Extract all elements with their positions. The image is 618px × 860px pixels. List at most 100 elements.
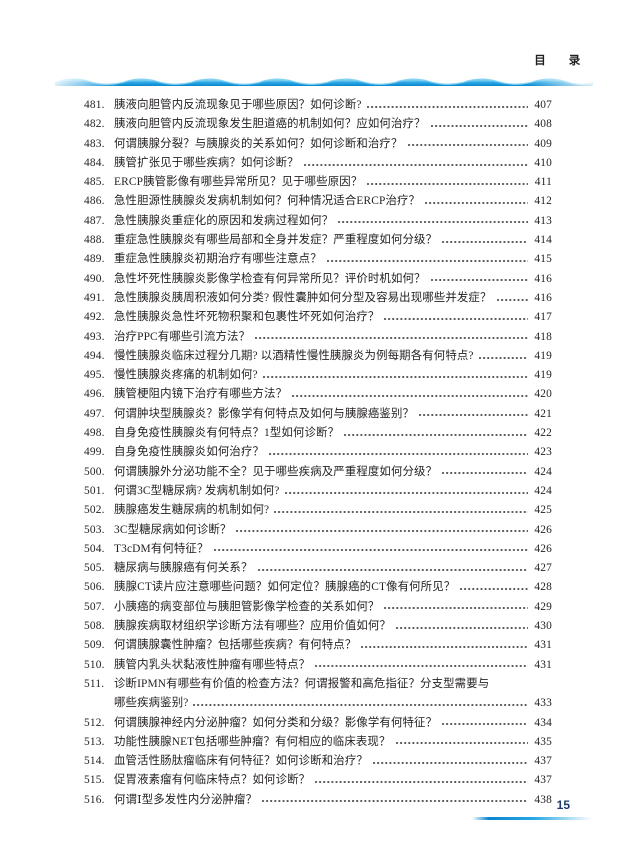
dot-leader [430,276,528,285]
toc-entry[interactable]: 488. 重症急性胰腺炎有哪些局部和全身并发症？严重程度如何分级？ 414 [0,231,618,250]
toc-entry[interactable]: 501. 何谓3C型糖尿病? 发病机制如何? 424 [0,482,618,501]
entry-page-number: 423 [534,446,552,459]
entry-number: 491. [84,291,105,304]
entry-title: 胰管内乳头状黏液性肿瘤有哪些特点？ [114,658,311,671]
toc-entry[interactable]: 491. 急性胰腺炎胰周积液如何分类? 假性囊肿如何分型及容易出现哪些并发症？ 41… [0,289,618,308]
entry-page-number: 426 [534,542,552,555]
entry-title: 急性胰腺炎重症化的原因和发病过程如何？ [114,214,334,227]
entry-number: 516. [84,793,105,806]
toc-entry[interactable]: 493. 治疗PPC有哪些引流方法？ 418 [0,328,618,347]
entry-body: 何谓胰腺分裂？与胰腺炎的关系如何？如何诊断和治疗？ 409 [114,135,552,154]
toc-entry[interactable]: 498. 自身免疫性胰腺炎有何特点？1型如何诊断？ 422 [0,424,618,443]
toc-entry[interactable]: 482. 胰液向胆管内反流现象发生胆道癌的机制如何？应如何治疗？ 408 [0,115,618,134]
entry-body: 胰腺CT读片应注意哪些问题？如何定位？胰腺癌的CT像有何所见？ 428 [114,578,552,597]
entry-body: 促胃液素瘤有何临床特点？如何诊断？ 437 [114,771,552,790]
toc-entry[interactable]: 509. 何谓胰腺囊性肿瘤？包括哪些疾病？有何特点？ 431 [0,636,618,655]
entry-page-number: 421 [534,407,552,420]
entry-body: 自身免疫性胰腺炎如何治疗？ 423 [114,443,552,462]
entry-body: 3C型糖尿病如何诊断？ 426 [114,521,552,540]
entry-page-number: 434 [534,716,552,729]
toc-entry[interactable]: 502. 胰腺癌发生糖尿病的机制如何? 425 [0,501,618,520]
entry-number: 484. [84,156,105,169]
toc-entry[interactable]: 496. 胰管梗阻内镜下治疗有哪些方法？ 420 [0,385,618,404]
toc-entry[interactable]: 516. 何谓Ⅰ型多发性内分泌肿瘤？ 438 [0,791,618,810]
toc-entry[interactable]: 490. 急性坏死性胰腺炎影像学检查有何异常所见？评价时机如何？ 416 [0,270,618,289]
dot-leader [213,546,528,555]
entry-title: 自身免疫性胰腺炎有何特点？1型如何诊断？ [114,427,340,440]
entry-body: 重症急性胰腺炎初期治疗有哪些注意点？ 415 [114,250,552,269]
toc-entry[interactable]: 487. 急性胰腺炎重症化的原因和发病过程如何？ 413 [0,212,618,231]
toc-entry[interactable]: 483. 何谓胰腺分裂？与胰腺炎的关系如何？如何诊断和治疗？ 409 [0,135,618,154]
dot-leader [496,295,528,304]
toc-entry[interactable]: 514. 血管活性肠肽瘤临床有何特征？如何诊断和治疗？ 437 [0,752,618,771]
toc-entry[interactable]: 499. 自身免疫性胰腺炎如何治疗？ 423 [0,443,618,462]
entry-page-number: 419 [534,369,552,382]
entry-number: 483. [84,137,105,150]
toc-entry[interactable]: 489. 重症急性胰腺炎初期治疗有哪些注意点？ 415 [0,250,618,269]
entry-page-number: 438 [534,793,552,806]
toc-entry[interactable]: 515. 促胃液素瘤有何临床特点？如何诊断？ 437 [0,771,618,790]
entry-page-number: 425 [534,504,552,517]
entry-title: 胰腺CT读片应注意哪些问题？如何定位？胰腺癌的CT像有何所见？ [114,581,456,594]
entry-body: 何谓胰腺囊性肿瘤？包括哪些疾病？有何特点？ 431 [114,636,552,655]
dot-leader [338,218,528,227]
dot-leader [442,237,528,246]
dot-leader [292,392,528,401]
entry-title: 重症急性胰腺炎有哪些局部和全身并发症？严重程度如何分级？ [114,234,438,247]
entry-page-number: 411 [534,176,552,189]
toc-entry[interactable]: 484. 胰管扩张见于哪些疾病？如何诊断？ 410 [0,154,618,173]
toc-list: 481. 胰液向胆管内反流现象见于哪些原因？如何诊断? 407 482. 胰液向胆管内反… [0,96,618,810]
dot-leader [384,314,528,323]
entry-page-number: 418 [534,330,552,343]
entry-title: 重症急性胰腺炎初期治疗有哪些注意点？ [114,253,322,266]
header-wave-decoration [55,74,593,88]
dot-leader [419,411,528,420]
toc-entry[interactable]: 511. 诊断IPMN有哪些有价值的检查方法？何谓报警和高危指征？分支型需要与 哪些… [0,675,618,714]
dot-leader [284,488,529,497]
dot-leader [315,778,528,787]
toc-entry[interactable]: 505. 糖尿病与胰腺癌有何关系？ 427 [0,559,618,578]
dot-leader [395,623,528,632]
toc-entry[interactable]: 504. T3cDM有何特征？ 426 [0,540,618,559]
dot-leader [344,430,528,439]
toc-entry[interactable]: 503. 3C型糖尿病如何诊断？ 426 [0,521,618,540]
toc-entry[interactable]: 508. 胰腺疾病取材组织学诊断方法有哪些？应用价值如何？ 430 [0,617,618,636]
entry-body: 何谓Ⅰ型多发性内分泌肿瘤？ 438 [114,791,552,810]
toc-entry[interactable]: 495. 慢性胰腺炎疼痛的机制如何? 419 [0,366,618,385]
entry-page-number: 420 [534,388,552,401]
toc-entry[interactable]: 485. ERCP胰管影像有哪些异常所见？见于哪些原因？ 411 [0,173,618,192]
entry-body: 胰管扩张见于哪些疾病？如何诊断？ 410 [114,154,552,173]
dot-leader [478,353,528,362]
toc-entry[interactable]: 492. 急性胰腺炎急性坏死物积聚和包裹性坏死如何治疗？ 417 [0,308,618,327]
entry-body: 小胰癌的病变部位与胰胆管影像学检查的关系如何？ 429 [114,598,552,617]
entry-title: 急性坏死性胰腺炎影像学检查有何异常所见？评价时机如何？ [114,272,426,285]
entry-page-number: 424 [534,484,552,497]
entry-body: 治疗PPC有哪些引流方法？ 418 [114,328,552,347]
toc-entry[interactable]: 507. 小胰癌的病变部位与胰胆管影像学检查的关系如何？ 429 [0,598,618,617]
toc-entry[interactable]: 513. 功能性胰腺NET包括哪些肿瘤？有何相应的临床表现？ 435 [0,733,618,752]
dot-leader [255,334,528,343]
entry-title: 3C型糖尿病如何诊断？ [114,523,232,536]
toc-entry[interactable]: 510. 胰管内乳头状黏液性肿瘤有哪些特点？ 431 [0,656,618,675]
entry-title: 急性胆源性胰腺炎发病机制如何？何种情况适合ERCP治疗？ [114,195,421,208]
entry-title: 慢性胰腺炎疼痛的机制如何? [114,369,258,382]
entry-title: 胰液向胆管内反流现象见于哪些原因？如何诊断? [114,99,362,111]
toc-entry[interactable]: 494. 慢性胰腺炎临床过程分几期? 以酒精性慢性胰腺炎为例每期各有何特点? 419 [0,347,618,366]
entry-number: 503. [84,523,105,536]
entry-body: ERCP胰管影像有哪些异常所见？见于哪些原因？ 411 [114,173,552,192]
toc-entry[interactable]: 506. 胰腺CT读片应注意哪些问题？如何定位？胰腺癌的CT像有何所见？ 428 [0,578,618,597]
dot-leader [407,141,528,150]
page-header: 目 录 [0,52,618,88]
toc-entry[interactable]: 512. 何谓胰腺神经内分泌肿瘤？如何分类和分级？影像学有何特征？ 434 [0,714,618,733]
toc-entry[interactable]: 500. 何谓胰腺外分泌功能不全？见于哪些疾病及严重程度如何分级？ 424 [0,463,618,482]
toc-entry[interactable]: 481. 胰液向胆管内反流现象见于哪些原因？如何诊断? 407 [0,96,618,115]
entry-body: 何谓肿块型胰腺炎？影像学有何特点及如何与胰腺癌鉴别？ 421 [114,405,552,424]
dot-leader [303,160,528,169]
toc-entry[interactable]: 486. 急性胆源性胰腺炎发病机制如何？何种情况适合ERCP治疗？ 412 [0,192,618,211]
entry-number: 495. [84,369,105,382]
toc-entry[interactable]: 497. 何谓肿块型胰腺炎？影像学有何特点及如何与胰腺癌鉴别？ 421 [0,405,618,424]
entry-page-number: 430 [534,620,552,633]
dot-leader [326,257,528,266]
entry-page-number: 412 [534,195,552,208]
entry-number: 499. [84,446,105,459]
